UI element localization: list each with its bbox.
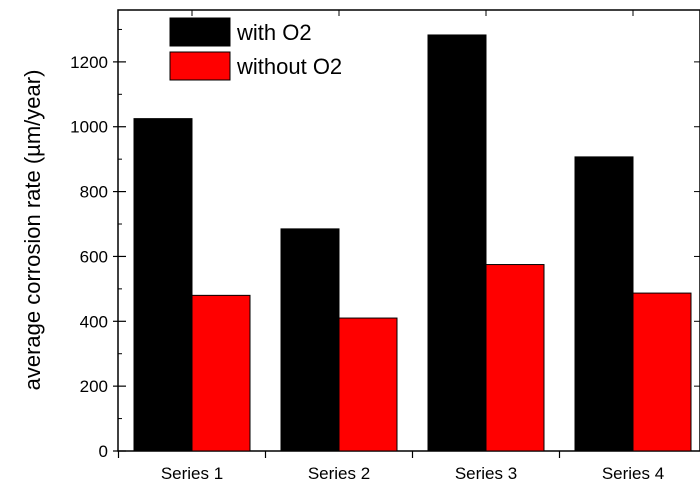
y-tick-label: 1000 <box>70 118 108 137</box>
x-tick-label: Series 2 <box>308 464 370 483</box>
y-tick-label: 200 <box>80 377 108 396</box>
bar-with-o2-4 <box>574 156 634 452</box>
legend-swatch-without-o2 <box>169 51 231 81</box>
y-tick-label: 800 <box>80 183 108 202</box>
x-tick-label: Series 4 <box>602 464 664 483</box>
legend: with O2 without O2 <box>169 17 342 81</box>
bar-with-o2-2 <box>280 228 340 452</box>
x-axis: Series 1 Series 2 Series 3 Series 4 <box>117 10 664 483</box>
bar-without-o2-4 <box>632 292 692 452</box>
x-tick-label: Series 3 <box>455 464 517 483</box>
bar-without-o2-1 <box>191 294 251 452</box>
y-tick-label: 1200 <box>70 53 108 72</box>
y-axis-title: average corrosion rate (µm/year) <box>20 70 45 391</box>
bar-with-o2-1 <box>133 118 193 452</box>
legend-label-with-o2: with O2 <box>236 20 312 45</box>
y-tick-label: 400 <box>80 312 108 331</box>
y-axis: 0 200 400 600 800 1000 1200 <box>70 28 700 461</box>
legend-label-without-o2: without O2 <box>236 54 342 79</box>
y-tick-label: 0 <box>99 442 108 461</box>
bar-without-o2-3 <box>485 264 545 452</box>
bar-with-o2-3 <box>427 34 487 452</box>
plot-frame <box>117 9 700 452</box>
bars-layer <box>133 34 692 452</box>
bar-without-o2-2 <box>338 317 398 452</box>
x-tick-label: Series 1 <box>161 464 223 483</box>
y-tick-label: 600 <box>80 247 108 266</box>
legend-swatch-with-o2 <box>169 17 231 47</box>
